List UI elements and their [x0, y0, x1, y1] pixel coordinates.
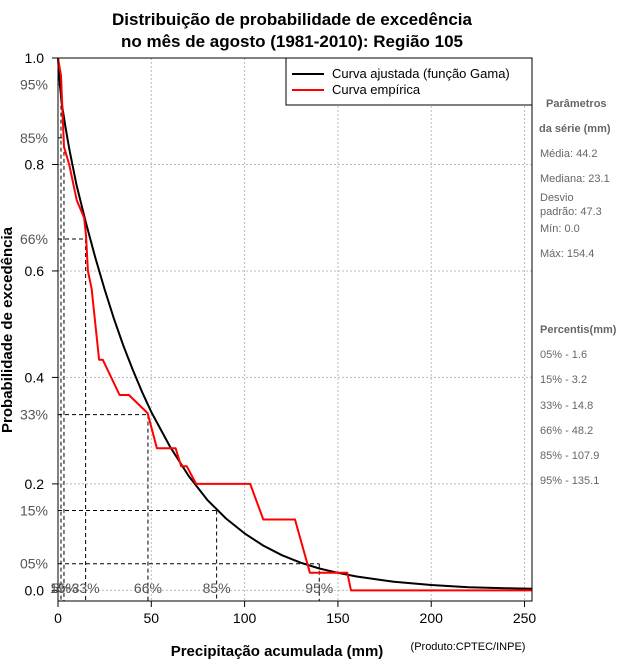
- legend: Curva ajustada (função Gama) Curva empír…: [285, 57, 533, 106]
- x-tick-label: 250: [513, 610, 537, 626]
- percentile-85: 85% - 107.9: [540, 450, 599, 462]
- legend-label-fitted: Curva ajustada (função Gama): [332, 66, 510, 81]
- param-min: Mín: 0.0: [540, 223, 580, 235]
- x-tick-label: 100: [233, 610, 257, 626]
- x-percent-label: 85%: [203, 580, 231, 596]
- y-percent-label: 15%: [20, 503, 48, 519]
- percentiles-title: Percentis(mm): [540, 324, 617, 336]
- y-tick-label: 0.0: [25, 582, 45, 598]
- empirical-curve-line: [57, 57, 532, 592]
- percentile-guides: [58, 84, 320, 601]
- chart-title-line-2: no mês de agosto (1981-2010): Região 105: [121, 32, 463, 51]
- y-tick-label: 0.2: [25, 476, 45, 492]
- y-percent-label: 95%: [20, 77, 48, 93]
- x-percent-labels: 5%15%33% 66% 85% 95%: [50, 580, 333, 596]
- data-series: [57, 57, 533, 592]
- x-axis: 0 50 100 150 200 250: [54, 601, 536, 626]
- legend-box: [285, 57, 533, 106]
- fitted-curve-line: [57, 57, 533, 590]
- x-percent-label: 33%: [72, 580, 100, 596]
- percentile-05: 05% - 1.6: [540, 349, 587, 361]
- y-percent-labels: 95% 85% 66% 33% 15% 05%: [20, 77, 48, 572]
- credit-text: (Produto:CPTEC/INPE): [411, 641, 526, 653]
- y-percent-label: 05%: [20, 556, 48, 572]
- param-stddev-2: padrão: 47.3: [540, 206, 602, 218]
- percentile-33: 33% - 14.8: [540, 400, 593, 412]
- y-percent-label: 66%: [20, 231, 48, 247]
- x-percent-label: 95%: [305, 580, 333, 596]
- params-title-1: Parâmetros: [546, 98, 607, 110]
- y-tick-label: 0.8: [25, 156, 45, 172]
- x-tick-label: 150: [326, 610, 350, 626]
- y-axis: 0.0 0.2 0.4 0.6 0.8 1.0: [25, 50, 58, 598]
- params-title-2: da série (mm): [539, 123, 611, 135]
- percentile-95: 95% - 135.1: [540, 475, 599, 487]
- param-stddev-1: Desvio: [540, 192, 574, 204]
- side-panel: Parâmetros da série (mm) Média: 44.2 Med…: [539, 98, 617, 487]
- percentile-66: 66% - 48.2: [540, 425, 593, 437]
- x-tick-label: 50: [144, 610, 160, 626]
- y-tick-label: 0.6: [25, 263, 45, 279]
- param-median: Mediana: 23.1: [540, 173, 610, 185]
- x-percent-label: 5%: [51, 580, 71, 596]
- param-max: Máx: 154.4: [540, 248, 594, 260]
- param-mean: Média: 44.2: [540, 148, 597, 160]
- x-tick-label: 200: [420, 610, 444, 626]
- legend-label-empirical: Curva empírica: [332, 82, 421, 97]
- x-axis-title: Precipitação acumulada (mm): [171, 643, 384, 660]
- y-percent-label: 33%: [20, 407, 48, 423]
- y-axis-title: Probabilidade de excedência: [0, 226, 16, 433]
- percentile-15: 15% - 3.2: [540, 374, 587, 386]
- x-tick-label: 0: [54, 610, 62, 626]
- chart-title-line-1: Distribuição de probabilidade de excedên…: [112, 10, 472, 29]
- x-percent-label: 15%: [50, 580, 78, 596]
- y-percent-label: 85%: [20, 130, 48, 146]
- x-percent-label: 66%: [134, 580, 162, 596]
- y-tick-label: 1.0: [25, 50, 45, 66]
- y-tick-label: 0.4: [25, 369, 45, 385]
